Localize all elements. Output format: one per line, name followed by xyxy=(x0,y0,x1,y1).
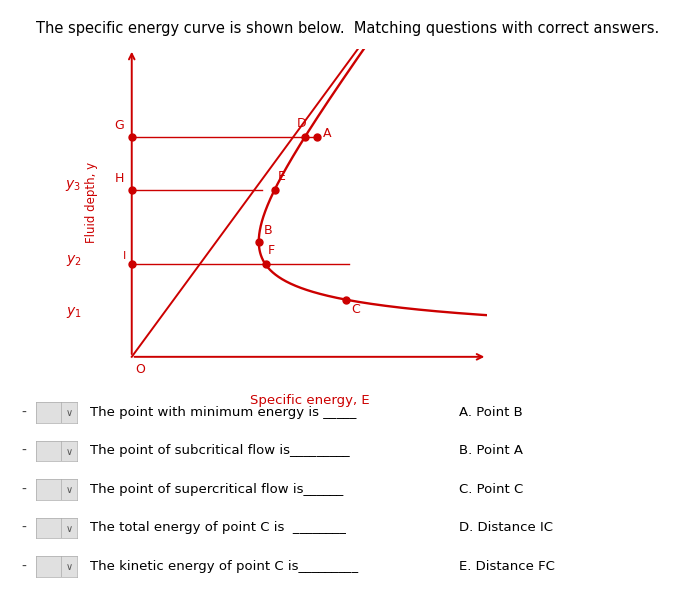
Text: ∨: ∨ xyxy=(65,486,72,496)
Text: Fluid depth, y: Fluid depth, y xyxy=(85,163,98,243)
Text: -: - xyxy=(21,444,26,458)
Text: $y_3$: $y_3$ xyxy=(65,178,81,192)
Text: The total energy of point C is  ________: The total energy of point C is ________ xyxy=(90,521,347,535)
Text: $y_1$: $y_1$ xyxy=(65,306,81,320)
Text: I: I xyxy=(123,251,127,261)
Text: -: - xyxy=(21,560,26,573)
Text: The point of supercritical flow is______: The point of supercritical flow is______ xyxy=(90,483,344,496)
Text: B: B xyxy=(264,224,273,237)
Text: B. Point A: B. Point A xyxy=(459,444,523,458)
Text: O: O xyxy=(135,363,145,376)
Text: C: C xyxy=(351,303,360,316)
Text: E: E xyxy=(278,170,286,183)
Text: D: D xyxy=(297,117,306,130)
Text: -: - xyxy=(21,521,26,535)
Text: The kinetic energy of point C is_________: The kinetic energy of point C is________… xyxy=(90,560,358,573)
Text: H: H xyxy=(115,172,124,185)
Text: -: - xyxy=(21,483,26,496)
Text: ∨: ∨ xyxy=(65,447,72,457)
Text: E. Distance FC: E. Distance FC xyxy=(459,560,555,573)
Text: Specific energy, E: Specific energy, E xyxy=(250,393,370,407)
Text: G: G xyxy=(114,119,124,131)
Text: D. Distance IC: D. Distance IC xyxy=(459,521,553,535)
Text: A: A xyxy=(323,127,331,140)
Text: The point of subcritical flow is_________: The point of subcritical flow is________… xyxy=(90,444,350,458)
Text: The specific energy curve is shown below.  Matching questions with correct answe: The specific energy curve is shown below… xyxy=(36,21,660,37)
Text: ∨: ∨ xyxy=(65,563,72,573)
Text: F: F xyxy=(268,244,275,257)
Text: The point with minimum energy is _____: The point with minimum energy is _____ xyxy=(90,406,357,419)
Text: ∨: ∨ xyxy=(65,524,72,534)
Text: A. Point B: A. Point B xyxy=(459,406,523,419)
Text: -: - xyxy=(21,406,26,419)
Text: ∨: ∨ xyxy=(65,409,72,419)
Text: C. Point C: C. Point C xyxy=(459,483,523,496)
Text: $y_2$: $y_2$ xyxy=(65,252,81,268)
